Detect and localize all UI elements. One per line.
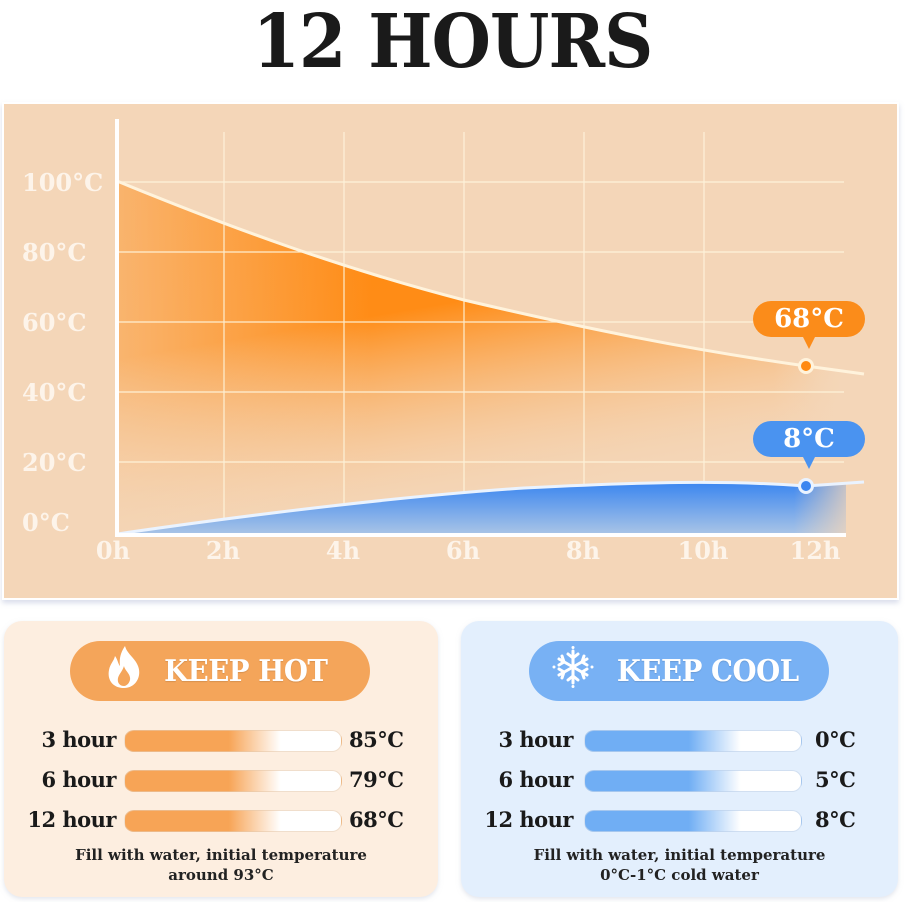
x-tick-label: 4h [325,536,361,565]
x-tick-label: 2h [205,536,241,565]
cool-progress-bar [584,730,802,752]
cool-note: Fill with water, initial temperature 0°C… [461,845,898,885]
row-value: 5°C [815,767,856,792]
chart-plot [115,119,865,544]
hot-progress-bar [124,730,342,752]
cool-progress-bar [584,810,802,832]
hot-callout: 68°C [753,301,865,349]
y-tick-label: 40°C [22,378,87,407]
y-tick-label: 0°C [22,508,70,537]
y-tick-label: 80°C [22,238,87,267]
x-tick-label: 8h [565,536,601,565]
keep-cool-card: KEEP COOL 3 hour 0°C 6 hour 5°C 12 hour … [461,621,898,897]
row-value: 79°C [349,767,404,792]
insulation-chart: 100°C 80°C 60°C 40°C 20°C 0°C 0h 2h 4h 6… [2,102,899,600]
keep-hot-badge: KEEP HOT [70,641,370,701]
x-tick-label: 0h [95,536,131,565]
keep-hot-title: KEEP HOT [164,653,328,689]
hot-row: 12 hour 68°C [4,807,438,832]
row-value: 8°C [815,807,856,832]
hot-progress-bar [124,770,342,792]
hot-row: 6 hour 79°C [4,767,438,792]
row-value: 0°C [815,727,856,752]
keep-hot-card: KEEP HOT 3 hour 85°C 6 hour 79°C 12 hour… [4,621,438,897]
hot-row: 3 hour 85°C [4,727,438,752]
keep-cool-title: KEEP COOL [617,653,799,689]
cool-end-marker [798,478,814,494]
row-label: 3 hour [498,727,573,752]
keep-cool-badge: KEEP COOL [529,641,829,701]
x-tick-label: 10h [677,536,729,565]
row-label: 12 hour [484,807,573,832]
note-line: around 93°C [168,866,274,884]
row-value: 85°C [349,727,404,752]
note-line: Fill with water, initial temperature [533,846,826,864]
cool-row: 3 hour 0°C [461,727,898,752]
y-tick-label: 60°C [22,308,87,337]
hot-note: Fill with water, initial temperature aro… [4,845,438,885]
flame-icon [105,644,143,698]
x-tick-label: 12h [789,536,841,565]
hot-end-marker [798,358,814,374]
cool-progress-bar [584,770,802,792]
row-label: 6 hour [41,767,116,792]
row-label: 12 hour [27,807,116,832]
note-line: Fill with water, initial temperature [75,846,367,864]
x-tick-label: 6h [445,536,481,565]
row-label: 6 hour [498,767,573,792]
cool-row: 12 hour 8°C [461,807,898,832]
note-line: 0°C-1°C cold water [600,866,759,884]
y-tick-label: 100°C [22,168,104,197]
row-value: 68°C [349,807,404,832]
hot-progress-bar [124,810,342,832]
snowflake-icon [551,645,595,697]
y-tick-label: 20°C [22,448,87,477]
cool-row: 6 hour 5°C [461,767,898,792]
cool-callout: 8°C [753,421,865,469]
row-label: 3 hour [41,727,116,752]
